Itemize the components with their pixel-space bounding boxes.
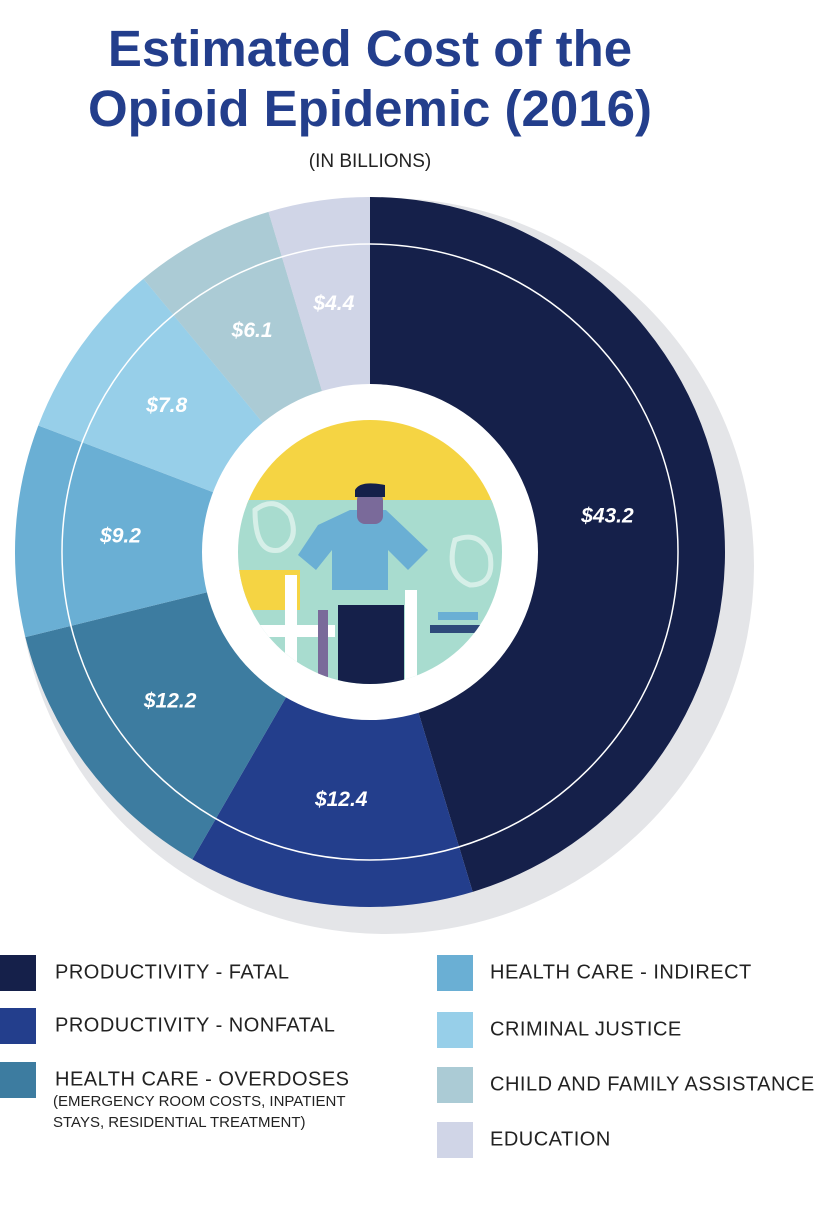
illustration	[238, 420, 502, 684]
legend-swatch	[437, 955, 473, 991]
donut-segment	[15, 425, 216, 638]
donut-segment	[143, 211, 323, 425]
value-label: $6.1	[231, 319, 273, 342]
legend-label: PRODUCTIVITY - NONFATAL	[55, 1014, 335, 1036]
value-label: $12.2	[143, 690, 197, 713]
donut-segment	[192, 694, 473, 907]
legend-swatch	[0, 955, 36, 991]
chart-title: Estimated Cost of the	[108, 20, 632, 77]
legend-label: CRIMINAL JUSTICE	[490, 1018, 682, 1040]
legend: PRODUCTIVITY - FATAL PRODUCTIVITY - NONFA…	[0, 955, 815, 1158]
donut-segment	[370, 197, 726, 892]
chart-subtitle: (IN BILLIONS)	[309, 151, 431, 172]
legend-note: (EMERGENCY ROOM COSTS, INPATIENT	[53, 1093, 346, 1110]
value-label: $7.8	[145, 394, 187, 417]
legend-label: CHILD AND FAMILY ASSISTANCE	[490, 1073, 815, 1095]
legend-swatch	[437, 1122, 473, 1158]
donut-segment	[38, 278, 265, 494]
legend-label: HEALTH CARE - OVERDOSES	[55, 1068, 350, 1090]
chart-title: Opioid Epidemic (2016)	[88, 80, 652, 137]
legend-label: PRODUCTIVITY - FATAL	[55, 961, 289, 983]
ring-line	[61, 243, 679, 861]
value-label: $43.2	[580, 504, 634, 527]
legend-swatch	[0, 1008, 36, 1044]
donut-segment	[268, 197, 370, 394]
legend-note: STAYS, RESIDENTIAL TREATMENT)	[53, 1114, 306, 1131]
legend-label: EDUCATION	[490, 1128, 611, 1150]
legend-swatch	[437, 1067, 473, 1103]
value-label: $9.2	[99, 524, 141, 547]
legend-swatch	[437, 1012, 473, 1048]
donut-segment	[25, 591, 288, 860]
value-label: $12.4	[314, 788, 368, 811]
value-label: $4.4	[312, 292, 354, 315]
legend-swatch	[0, 1062, 36, 1098]
legend-label: HEALTH CARE - INDIRECT	[490, 961, 752, 983]
donut	[15, 197, 726, 907]
